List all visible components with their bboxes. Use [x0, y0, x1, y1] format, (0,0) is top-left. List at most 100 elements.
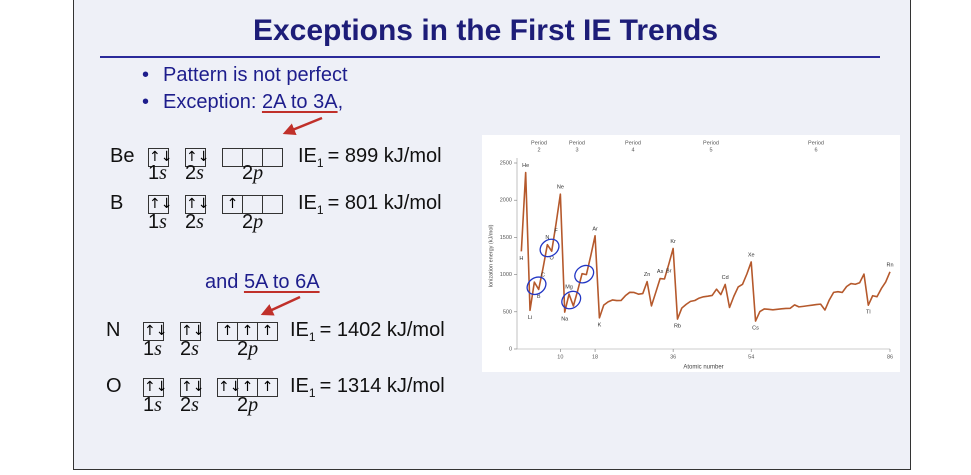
point-label: Cd: [722, 275, 729, 281]
ionization-energy: IE1 = 1402 kJ/mol: [290, 319, 445, 344]
orbital-n: 2: [180, 338, 192, 360]
point-label: Xe: [748, 252, 755, 258]
ie-text: = 899 kJ/mol: [327, 145, 442, 167]
orbital-label: 2s: [180, 394, 199, 417]
orbital-l: s: [159, 211, 167, 233]
ie-sub: 1: [316, 156, 324, 170]
orbital-box: ↑: [217, 322, 238, 341]
highlight-ellipse: [539, 238, 560, 258]
bullet-text: Exception:: [163, 91, 262, 113]
ie-text: = 1314 kJ/mol: [319, 375, 445, 397]
orbital-l: s: [196, 211, 204, 233]
orbital-box: [262, 195, 283, 214]
orbital-l: s: [159, 162, 167, 184]
orbital-box: [222, 148, 243, 167]
orbital-l: p: [248, 394, 259, 416]
x-tick-label: 18: [592, 354, 598, 360]
period-label: Period: [808, 140, 824, 146]
element-symbol: Be: [110, 145, 135, 167]
orbital-n: 2: [242, 162, 254, 184]
point-label: Tl: [866, 310, 871, 316]
point-label: F: [554, 228, 558, 234]
orbital-label: 1s: [143, 394, 162, 417]
orbital-box: [262, 148, 283, 167]
period-label: Period: [531, 140, 547, 146]
arrow: [282, 116, 323, 136]
point-label: Na: [561, 317, 569, 323]
point-label: N: [545, 235, 549, 241]
period-label: Period: [703, 140, 719, 146]
point-label: K: [598, 322, 602, 328]
orbital-n: 1: [148, 211, 160, 233]
period-number: 4: [631, 147, 634, 153]
ie-name: IE: [290, 319, 309, 341]
orbital-n: 2: [185, 211, 197, 233]
y-tick-label: 1500: [500, 235, 512, 241]
ie-text: = 1402 kJ/mol: [319, 319, 445, 341]
chart-background: [482, 135, 900, 372]
period-label: Period: [569, 140, 585, 146]
ie-name: IE: [298, 145, 317, 167]
ie-sub: 1: [316, 203, 324, 217]
point-label: Br: [666, 269, 672, 275]
y-tick-label: 1000: [500, 272, 512, 278]
x-tick-label: 54: [748, 354, 754, 360]
note-text: and: [205, 271, 244, 293]
point-label: O: [550, 256, 555, 262]
orbital-box: ↑: [222, 195, 243, 214]
y-tick-label: 2500: [500, 160, 512, 166]
orbital-n: 2: [237, 394, 249, 416]
ionization-energy: IE1 = 899 kJ/mol: [298, 145, 442, 170]
x-tick-label: 86: [887, 354, 893, 360]
point-label: Zn: [644, 272, 650, 278]
period-number: 6: [814, 147, 817, 153]
orbital-l: s: [191, 338, 199, 360]
orbital-n: 2: [180, 394, 192, 416]
y-tick-label: 2000: [500, 198, 512, 204]
ie-text: = 801 kJ/mol: [327, 192, 442, 214]
orbital-box: ↑↓: [185, 195, 210, 214]
orbital-box: ↑↓: [180, 378, 205, 397]
orbital-n: 2: [185, 162, 197, 184]
bullet-text: Pattern is not perfect: [163, 64, 348, 86]
highlight-ellipse: [561, 290, 582, 310]
point-label: Rb: [674, 323, 681, 329]
point-label: Rn: [886, 262, 893, 268]
orbital-label: 1s: [148, 211, 167, 234]
element-symbol: N: [106, 319, 121, 341]
orbital-l: s: [154, 338, 162, 360]
period-number: 2: [537, 147, 540, 153]
ionization-energy: IE1 = 801 kJ/mol: [298, 192, 442, 217]
element-symbol: B: [110, 192, 124, 214]
arrow: [260, 295, 301, 316]
orbital-box: ↑↓: [148, 148, 173, 167]
point-label: Li: [528, 315, 532, 321]
orbital-label: 2s: [180, 338, 199, 361]
orbital-box: ↑: [257, 322, 278, 341]
orbital-box: ↑↓: [143, 378, 168, 397]
orbital-n: 1: [143, 394, 155, 416]
bullet: Pattern is not perfect: [163, 64, 348, 87]
orbital-label: 1s: [143, 338, 162, 361]
orbital-n: 1: [143, 338, 155, 360]
orbital-n: 1: [148, 162, 160, 184]
orbital-n: 2: [242, 211, 254, 233]
orbital-box: ↑↓: [185, 148, 210, 167]
orbital-l: p: [248, 338, 259, 360]
data-line: [520, 171, 891, 322]
orbital-label: 2s: [185, 162, 204, 185]
orbital-box: ↑↓: [180, 322, 205, 341]
point-label: Kr: [670, 239, 676, 245]
orbital-label: 2p: [237, 394, 258, 417]
y-axis-label: Ionization energy (kJ/mol): [488, 224, 494, 287]
orbital-label: 2p: [237, 338, 258, 361]
highlight-ellipse: [526, 276, 547, 296]
orbital-label: 2p: [242, 211, 263, 234]
orbital-label: 1s: [148, 162, 167, 185]
orbital-box: ↑↓: [148, 195, 173, 214]
bullet-dot: •: [142, 91, 150, 113]
point-label: Cs: [752, 325, 759, 331]
orbital-l: p: [253, 211, 264, 233]
orbital-l: p: [253, 162, 264, 184]
